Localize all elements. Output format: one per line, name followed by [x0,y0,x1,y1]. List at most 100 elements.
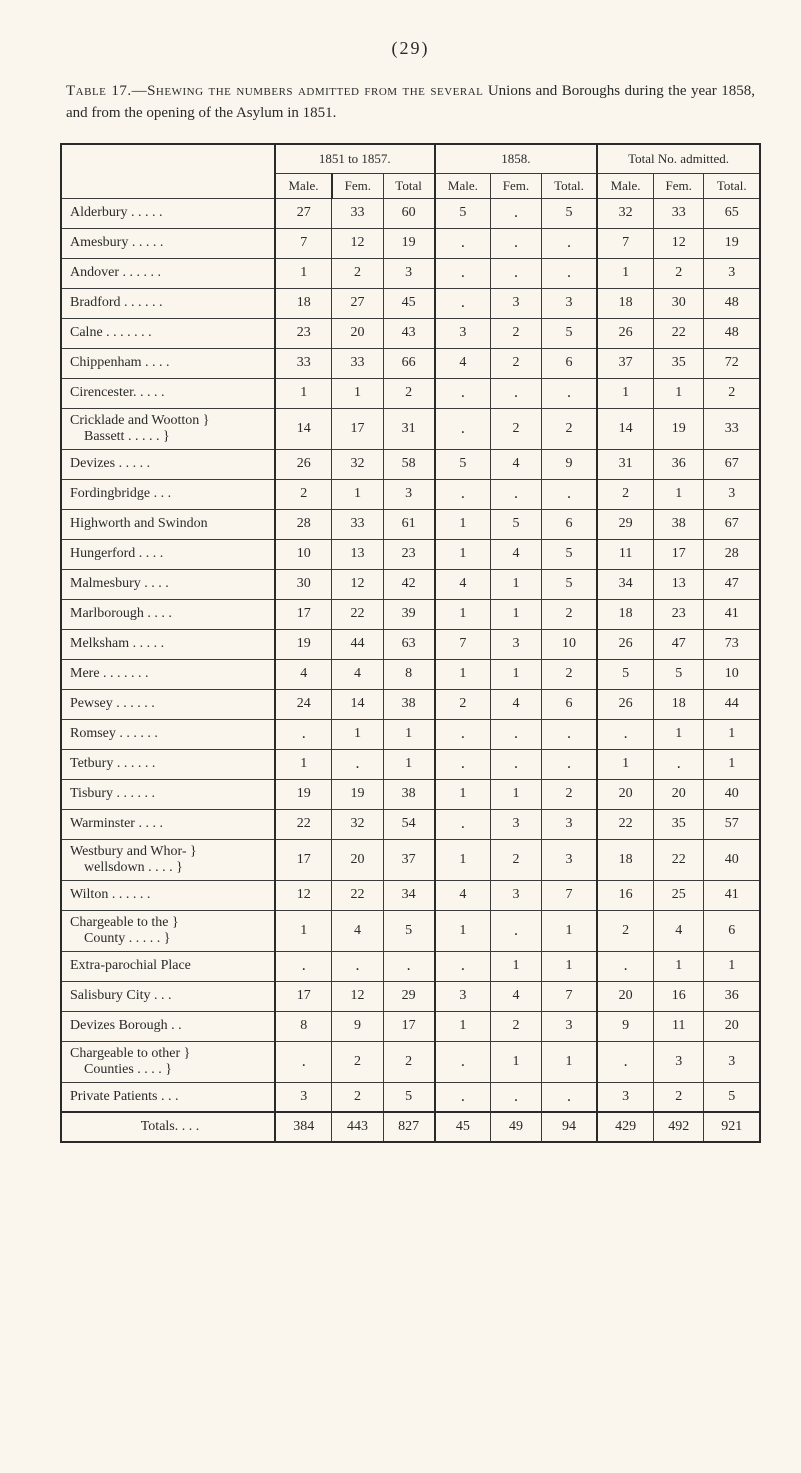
cell: 2 [541,599,597,629]
row-label: Melksham . . . . . [61,629,275,659]
cell: 1 [275,378,332,408]
cell: 36 [653,449,703,479]
cell: 26 [597,629,653,659]
cell: 1 [275,910,332,951]
cell: 2 [541,659,597,689]
cell: 4 [653,910,703,951]
cell [435,1082,491,1112]
cell [275,951,332,981]
cell: 44 [704,689,760,719]
table-row: Extra-parochial Place1111 [61,951,760,981]
cell: 39 [383,599,434,629]
cell: 37 [383,839,434,880]
cell: 1 [597,258,653,288]
cell: 34 [383,880,434,910]
table-row: Tisbury . . . . . .191938112202040 [61,779,760,809]
totals-label: Totals. . . . [61,1112,275,1142]
cell [541,378,597,408]
cell: 7 [597,228,653,258]
cell: 5 [383,910,434,951]
row-label: Tetbury . . . . . . [61,749,275,779]
cell: 1 [653,951,703,981]
cell: 14 [597,408,653,449]
cell: 3 [653,1041,703,1082]
col-rowlabel-head [61,144,275,199]
title-lead: Table 17.—Shewing the numbers admitted f… [66,83,483,99]
cell: 2 [541,408,597,449]
table-head: 1851 to 1857. 1858. Total No. admitted. … [61,144,760,199]
row-label: Calne . . . . . . . [61,318,275,348]
cell: 17 [275,839,332,880]
cell: 4 [332,659,383,689]
cell: 18 [653,689,703,719]
cell: 33 [275,348,332,378]
cell: 1 [491,599,541,629]
cell: 7 [541,981,597,1011]
row-label: Salisbury City . . . [61,981,275,1011]
cell: 1 [435,839,491,880]
totals-cell: 49 [491,1112,541,1142]
cell: 3 [383,258,434,288]
cell: 29 [597,509,653,539]
cell: 45 [383,288,434,318]
cell [435,378,491,408]
cell: 6 [541,689,597,719]
cell [332,951,383,981]
cell: 17 [332,408,383,449]
row-label: Amesbury . . . . . [61,228,275,258]
table-row: Cricklade and Wootton } Bassett . . . . … [61,408,760,449]
cell: 9 [597,1011,653,1041]
cell: 4 [491,689,541,719]
cell: 60 [383,198,434,228]
table-row: Chargeable to other } Counties . . . . }… [61,1041,760,1082]
row-label: Westbury and Whor- } wellsdown . . . . } [61,839,275,880]
cell: 57 [704,809,760,839]
row-label: Warminster . . . . [61,809,275,839]
table-row: Salisbury City . . .171229347201636 [61,981,760,1011]
cell: 6 [541,348,597,378]
cell: 3 [275,1082,332,1112]
cell: 2 [332,258,383,288]
cell: 1 [383,749,434,779]
cell: 1 [491,951,541,981]
cell: 47 [704,569,760,599]
cell [491,719,541,749]
col-total-2: Total. [541,173,597,198]
cell: 26 [597,689,653,719]
row-label: Romsey . . . . . . [61,719,275,749]
cell: 66 [383,348,434,378]
cell: 4 [491,539,541,569]
table-row: Mere . . . . . . .4481125510 [61,659,760,689]
cell: 18 [597,599,653,629]
row-label: Wilton . . . . . . [61,880,275,910]
table-row: Bradford . . . . . .18274533183048 [61,288,760,318]
col-total-3: Total. [704,173,760,198]
cell: 1 [704,951,760,981]
table-row: Warminster . . . .22325433223557 [61,809,760,839]
table-row: Marlborough . . . .172239112182341 [61,599,760,629]
table-row: Amesbury . . . . .7121971219 [61,228,760,258]
cell: 23 [383,539,434,569]
cell: 2 [597,910,653,951]
row-label: Hungerford . . . . [61,539,275,569]
row-label: Mere . . . . . . . [61,659,275,689]
cell: 1 [491,1041,541,1082]
cell: 1 [435,539,491,569]
cell [275,1041,332,1082]
cell: 33 [332,509,383,539]
cell: 22 [653,839,703,880]
table-row: Fordingbridge . . .213213 [61,479,760,509]
col-male-3: Male. [597,173,653,198]
cell: 16 [597,880,653,910]
cell: 1 [275,749,332,779]
cell: 5 [704,1082,760,1112]
cell: 4 [332,910,383,951]
cell: 20 [653,779,703,809]
cell: 1 [275,258,332,288]
cell: 2 [597,479,653,509]
table-row: Andover . . . . . .123123 [61,258,760,288]
cell: 22 [332,880,383,910]
cell: 38 [383,779,434,809]
col-group-1858: 1858. [435,144,598,174]
cell: 32 [332,809,383,839]
